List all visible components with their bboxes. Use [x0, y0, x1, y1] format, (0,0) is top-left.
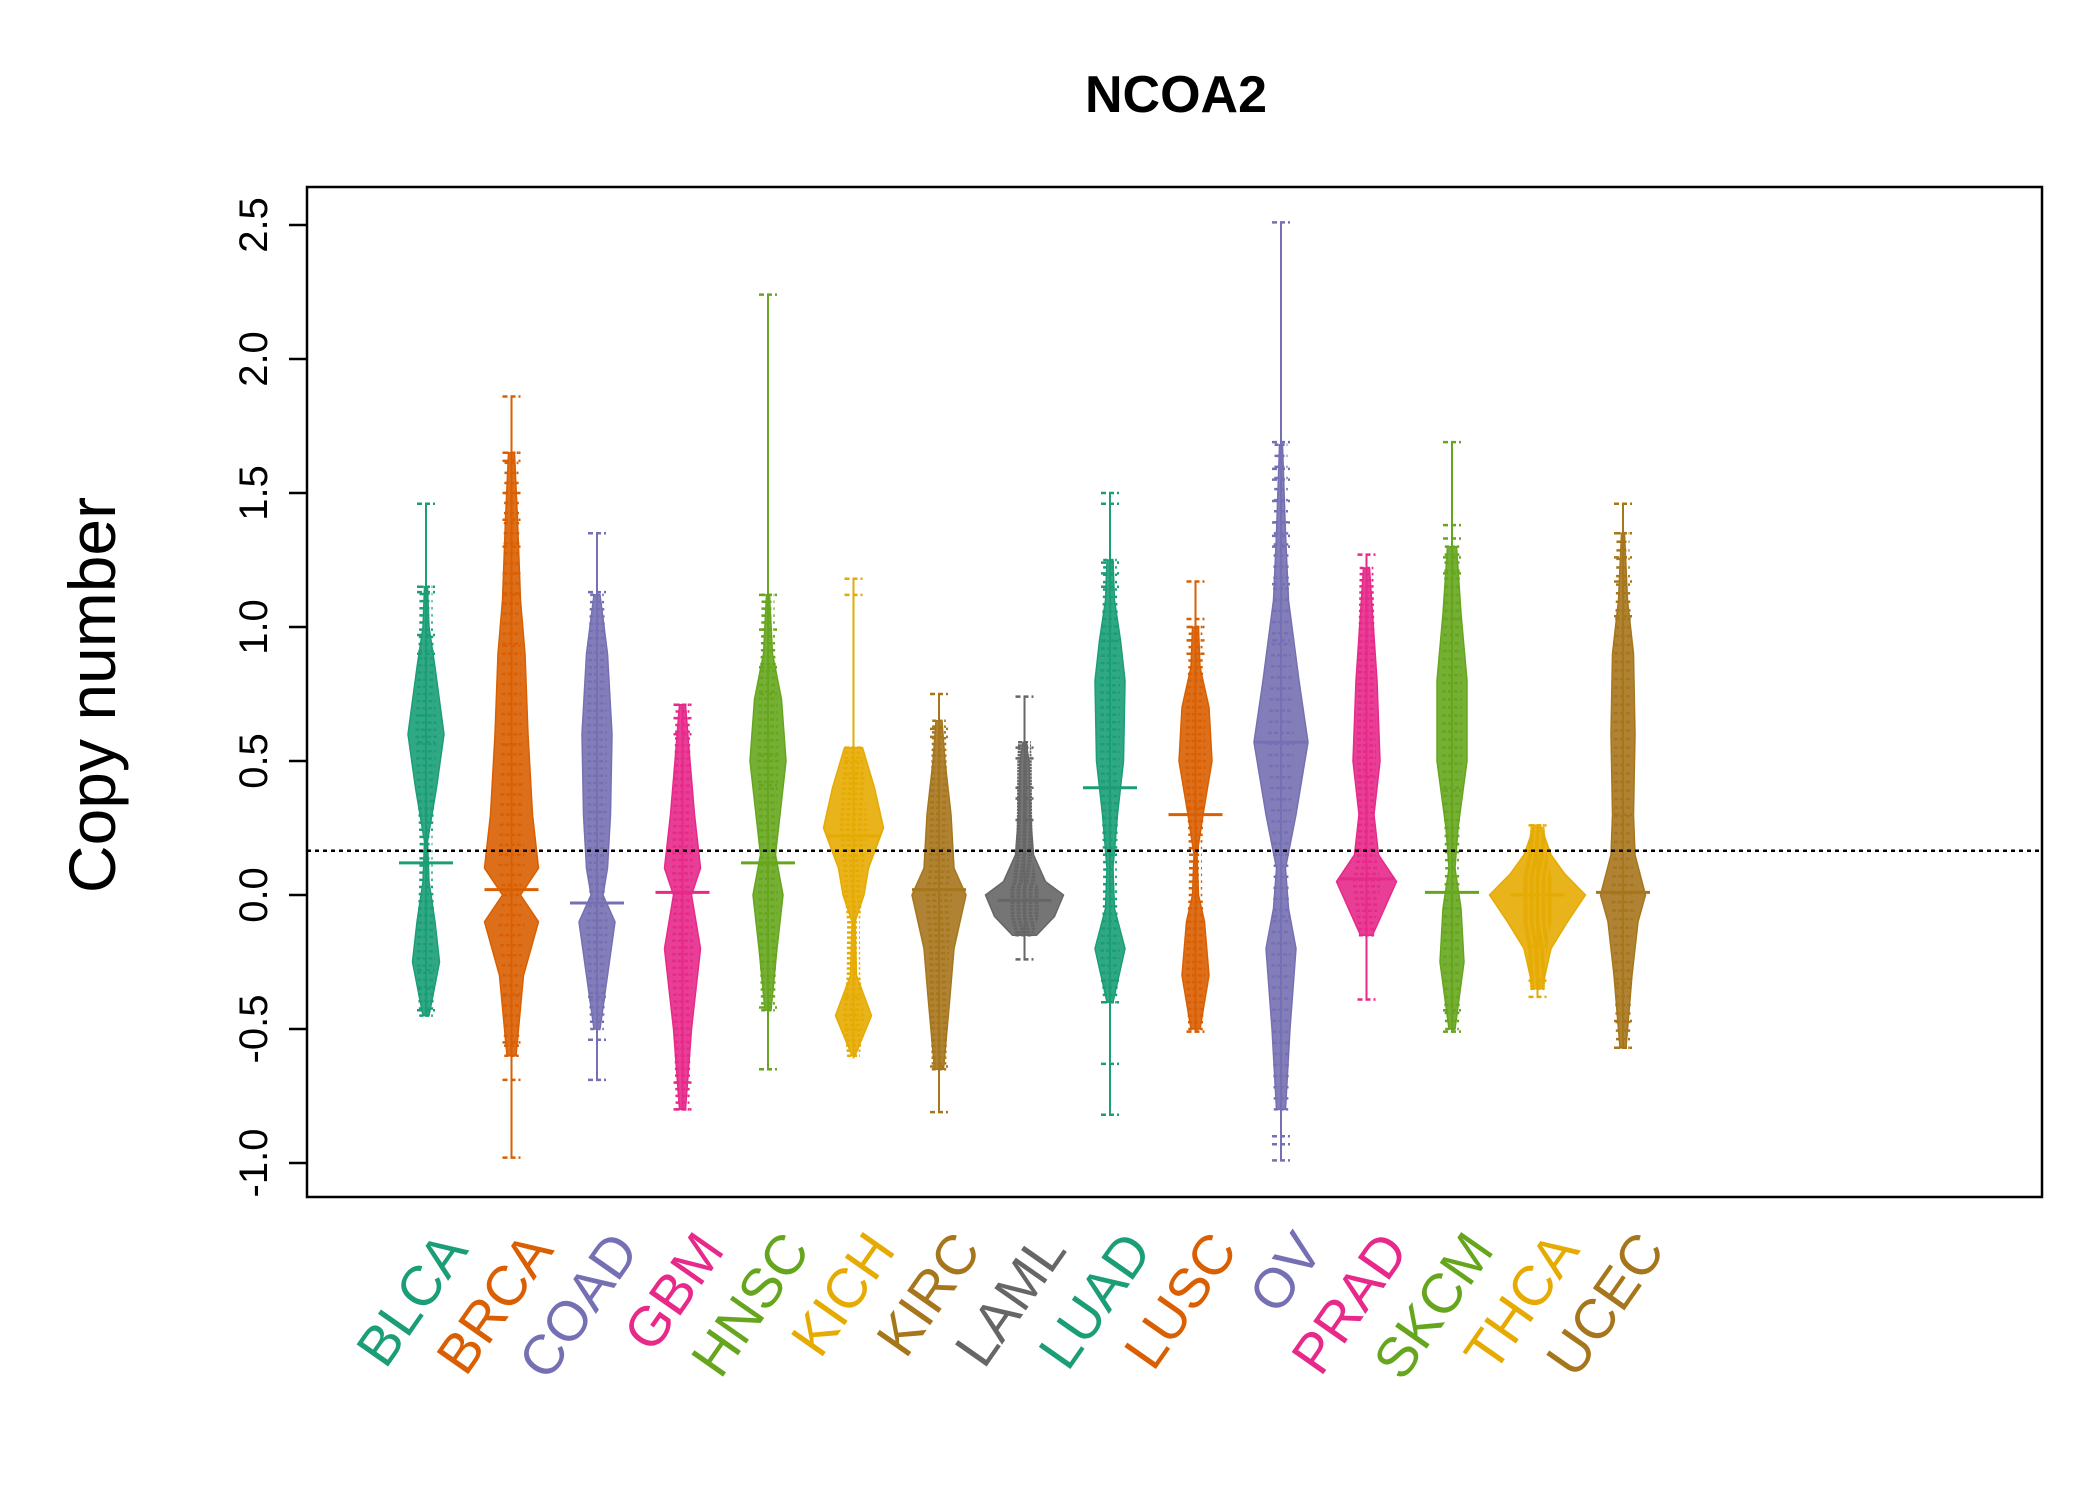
y-tick-label: 2.0 — [232, 331, 276, 387]
bean-blca — [399, 502, 453, 1017]
bean-thca — [1488, 824, 1587, 999]
y-tick-label: -1.0 — [232, 1129, 276, 1198]
plot-frame — [305, 185, 2044, 1199]
bean-gbm — [655, 703, 710, 1111]
bean-laml — [984, 695, 1065, 961]
y-axis-label: Copy number — [55, 497, 129, 893]
bean-ov — [1253, 221, 1309, 1162]
bean-brca — [483, 395, 540, 1159]
bean-luad — [1083, 491, 1137, 1117]
bean-ucec — [1596, 502, 1650, 1050]
bean-lusc — [1168, 580, 1223, 1033]
bean-kirc — [911, 692, 967, 1114]
chart-title: NCOA2 — [1085, 66, 1267, 124]
bean-hnsc — [741, 293, 795, 1071]
y-tick-label: 0.5 — [232, 733, 276, 789]
bean-skcm — [1425, 440, 1479, 1033]
bean-coad — [570, 531, 624, 1082]
y-tick-label: -0.5 — [232, 995, 276, 1064]
plot-area — [307, 221, 2042, 1162]
y-tick-label: 1.0 — [232, 599, 276, 655]
y-tick-label: 1.5 — [232, 465, 276, 521]
bean-prad — [1335, 553, 1398, 1001]
y-tick-label: 0.0 — [232, 867, 276, 923]
y-tick-label: 2.5 — [232, 197, 276, 253]
bean-kich — [822, 577, 885, 1059]
